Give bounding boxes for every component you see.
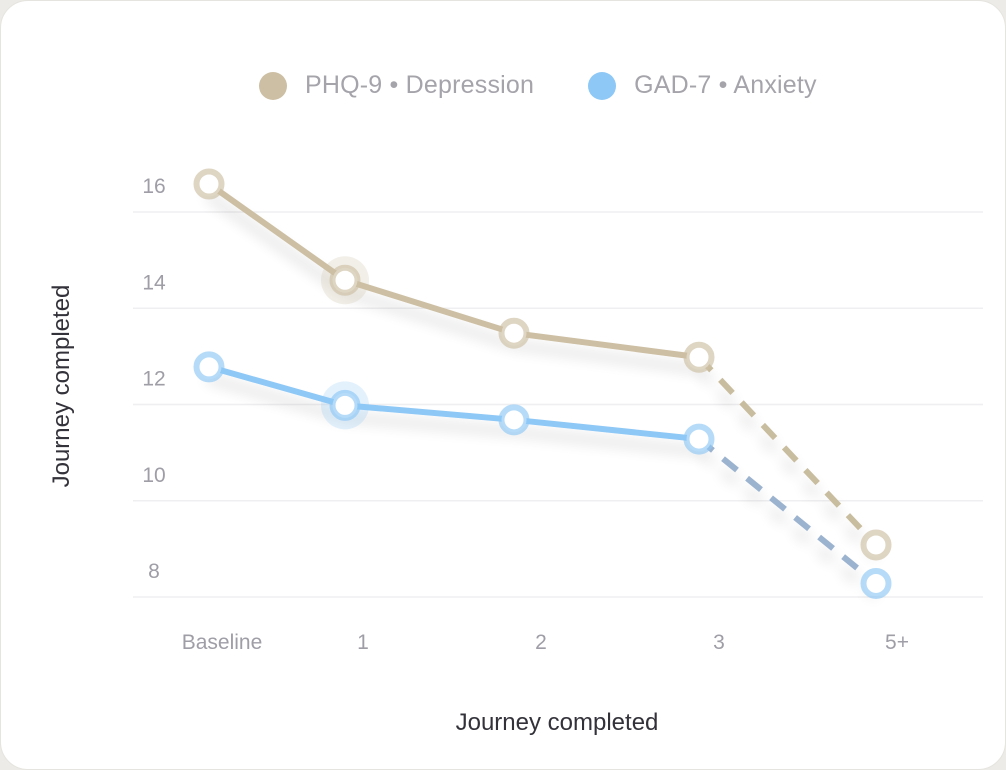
data-point-gad7 xyxy=(329,389,361,421)
y-tick-label: 12 xyxy=(142,368,165,391)
y-axis-ticks: 16 14 12 10 8 xyxy=(142,175,166,583)
x-axis-title: Journey completed xyxy=(456,709,659,736)
x-tick-label: 5+ xyxy=(885,631,909,654)
series-dashed-line-phq9 xyxy=(696,355,879,547)
y-tick-label: 16 xyxy=(142,175,165,198)
data-point-phq9 xyxy=(193,168,225,200)
chart-legend: PHQ-9 • Depression GAD-7 • Anxiety xyxy=(259,71,817,100)
legend-swatch-phq9 xyxy=(259,71,287,100)
data-point-phq9 xyxy=(329,264,361,296)
x-tick-label: 3 xyxy=(713,631,725,654)
legend-label-gad7: GAD-7 • Anxiety xyxy=(634,71,817,99)
legend-label-phq9: PHQ-9 • Depression xyxy=(305,71,535,99)
legend-swatch-gad7 xyxy=(588,71,617,100)
y-tick-label: 14 xyxy=(142,271,166,294)
data-point-gad7 xyxy=(498,404,530,436)
x-tick-label: 2 xyxy=(535,631,547,654)
legend-item-phq9[interactable]: PHQ-9 • Depression xyxy=(259,71,534,100)
y-tick-label: 8 xyxy=(148,560,160,583)
data-point-phq9 xyxy=(683,341,715,373)
data-point-phq9 xyxy=(860,529,892,561)
series-line-gad7 xyxy=(206,363,702,443)
series-dashed-line-gad7 xyxy=(697,436,878,586)
x-axis-ticks: Baseline 1 2 3 5+ xyxy=(182,631,909,654)
x-tick-label: 1 xyxy=(357,631,369,654)
legend-item-gad7[interactable]: GAD-7 • Anxiety xyxy=(588,71,817,100)
grid-lines xyxy=(133,211,983,598)
series-line-phq9 xyxy=(206,181,702,361)
x-tick-label: Baseline xyxy=(182,631,263,654)
data-point-gad7 xyxy=(860,567,892,599)
y-axis-title: Journey completed xyxy=(48,285,75,488)
y-tick-label: 10 xyxy=(142,464,165,487)
series-group xyxy=(193,168,892,599)
data-point-gad7 xyxy=(683,423,715,455)
data-point-phq9 xyxy=(498,317,530,349)
data-point-gad7 xyxy=(193,351,225,383)
